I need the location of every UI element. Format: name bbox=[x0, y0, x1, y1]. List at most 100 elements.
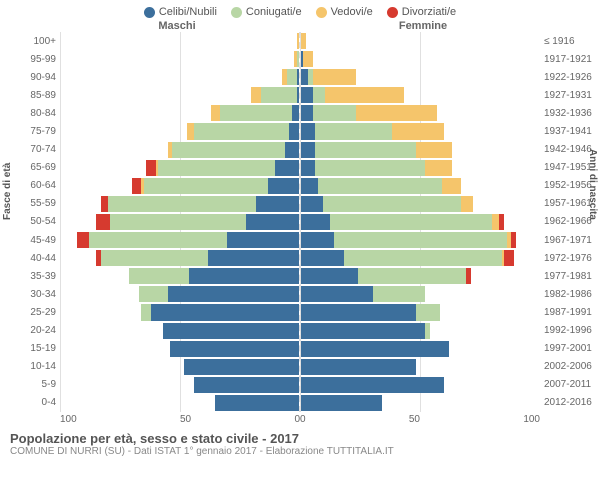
male-row bbox=[60, 376, 299, 394]
bar-seg bbox=[313, 87, 325, 103]
bar-seg bbox=[301, 178, 318, 194]
age-label: 10-14 bbox=[6, 358, 60, 376]
bar-seg bbox=[301, 341, 449, 357]
birth-labels: ≤ 19161917-19211922-19261927-19311932-19… bbox=[540, 32, 594, 412]
header-female: Femmine bbox=[300, 20, 546, 32]
bar-seg bbox=[461, 196, 473, 212]
x-tick: 50 bbox=[180, 414, 191, 425]
bar-seg bbox=[301, 232, 334, 248]
female-row bbox=[301, 267, 540, 285]
male-row bbox=[60, 231, 299, 249]
birth-label: 1917-1921 bbox=[540, 50, 594, 68]
bar-seg bbox=[344, 250, 502, 266]
bar-seg bbox=[256, 196, 299, 212]
female-row bbox=[301, 376, 540, 394]
bar-seg bbox=[301, 142, 315, 158]
bar-seg bbox=[297, 33, 299, 49]
male-row bbox=[60, 104, 299, 122]
bar-seg bbox=[318, 178, 442, 194]
bar-seg bbox=[301, 268, 358, 284]
male-row bbox=[60, 50, 299, 68]
bar-seg bbox=[301, 214, 330, 230]
male-row bbox=[60, 285, 299, 303]
male-row bbox=[60, 213, 299, 231]
bar-seg bbox=[172, 142, 284, 158]
bar-seg bbox=[285, 142, 299, 158]
bar-seg bbox=[215, 395, 299, 411]
age-label: 0-4 bbox=[6, 394, 60, 412]
legend-swatch bbox=[144, 7, 155, 18]
bar-seg bbox=[289, 123, 299, 139]
bar-seg bbox=[297, 51, 299, 67]
bar-seg bbox=[297, 87, 299, 103]
bar-seg bbox=[511, 232, 516, 248]
bar-seg bbox=[323, 196, 462, 212]
age-label: 15-19 bbox=[6, 340, 60, 358]
bar-seg bbox=[334, 232, 506, 248]
footer: Popolazione per età, sesso e stato civil… bbox=[0, 425, 600, 457]
age-label: 65-69 bbox=[6, 159, 60, 177]
male-row bbox=[60, 394, 299, 412]
legend: Celibi/NubiliConiugati/eVedovi/eDivorzia… bbox=[0, 0, 600, 20]
birth-label: 1992-1996 bbox=[540, 322, 594, 340]
bar-seg bbox=[146, 160, 156, 176]
bar-seg bbox=[301, 359, 416, 375]
bar-seg bbox=[287, 69, 297, 85]
bar-seg bbox=[101, 250, 209, 266]
bar-seg bbox=[129, 268, 189, 284]
age-label: 20-24 bbox=[6, 322, 60, 340]
legend-label: Divorziati/e bbox=[402, 6, 456, 18]
bar-seg bbox=[442, 178, 461, 194]
bar-seg bbox=[301, 377, 444, 393]
legend-item: Coniugati/e bbox=[231, 6, 302, 18]
bar-seg bbox=[301, 304, 416, 320]
age-label: 85-89 bbox=[6, 86, 60, 104]
female-row bbox=[301, 322, 540, 340]
bar-seg bbox=[187, 123, 194, 139]
bar-seg bbox=[189, 268, 299, 284]
bar-seg bbox=[325, 87, 404, 103]
bar-seg bbox=[297, 69, 299, 85]
age-label: 45-49 bbox=[6, 231, 60, 249]
bar-seg bbox=[315, 123, 391, 139]
bar-seg bbox=[246, 214, 299, 230]
x-ticks-left: 100500 bbox=[60, 414, 300, 425]
female-row bbox=[301, 285, 540, 303]
bar-seg bbox=[211, 105, 221, 121]
birth-label: 1922-1926 bbox=[540, 68, 594, 86]
female-row bbox=[301, 86, 540, 104]
bar-seg bbox=[96, 214, 110, 230]
bar-seg bbox=[158, 160, 275, 176]
female-row bbox=[301, 213, 540, 231]
bar-seg bbox=[144, 178, 268, 194]
bar-seg bbox=[251, 87, 261, 103]
birth-label: 1967-1971 bbox=[540, 231, 594, 249]
bar-seg bbox=[170, 341, 299, 357]
bar-seg bbox=[141, 304, 151, 320]
x-axis: 100500 050100 bbox=[0, 412, 600, 425]
birth-label: 1962-1966 bbox=[540, 213, 594, 231]
birth-label: 1937-1941 bbox=[540, 122, 594, 140]
age-label: 50-54 bbox=[6, 213, 60, 231]
x-ticks-right: 050100 bbox=[300, 414, 540, 425]
male-row bbox=[60, 249, 299, 267]
bar-seg bbox=[315, 142, 415, 158]
bar-seg bbox=[268, 178, 299, 194]
male-row bbox=[60, 303, 299, 321]
legend-label: Vedovi/e bbox=[331, 6, 373, 18]
legend-item: Vedovi/e bbox=[316, 6, 373, 18]
female-half bbox=[301, 32, 540, 412]
bar-seg bbox=[261, 87, 297, 103]
bar-seg bbox=[151, 304, 299, 320]
female-row bbox=[301, 177, 540, 195]
age-label: 100+ bbox=[6, 32, 60, 50]
age-label: 5-9 bbox=[6, 376, 60, 394]
birth-label: 2002-2006 bbox=[540, 358, 594, 376]
legend-swatch bbox=[316, 7, 327, 18]
female-row bbox=[301, 340, 540, 358]
chart: 100+95-9990-9485-8980-8475-7970-7465-696… bbox=[0, 32, 600, 412]
female-row bbox=[301, 358, 540, 376]
bar-seg bbox=[301, 323, 425, 339]
bar-seg bbox=[416, 304, 440, 320]
bar-seg bbox=[301, 69, 308, 85]
